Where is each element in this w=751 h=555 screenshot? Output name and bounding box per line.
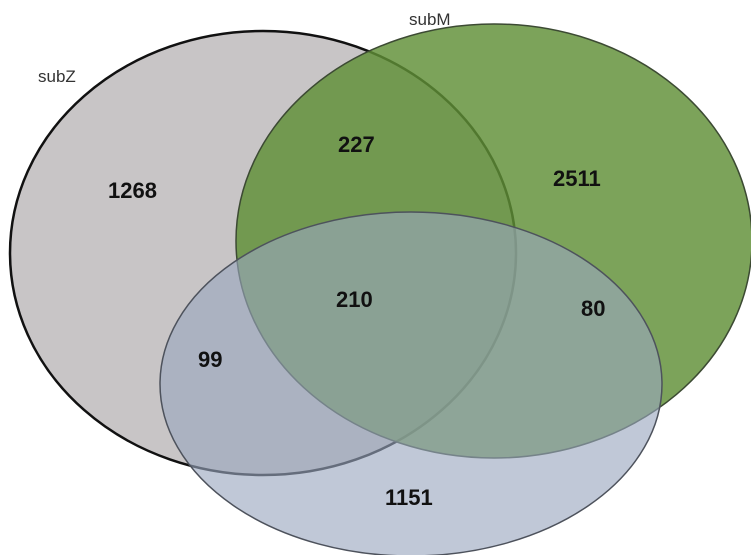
subM-third-count: 80 [581,296,605,321]
subZ-third-count: 99 [198,347,222,372]
subZ-subM-count: 227 [338,132,375,157]
subM-label: subM [409,10,451,29]
third-ellipse [159,211,663,555]
subM-only-count: 2511 [553,166,601,191]
all-three-count: 210 [336,287,373,312]
third-only-count: 1151 [385,485,433,510]
subZ-only-count: 1268 [108,178,157,203]
subZ-label: subZ [38,67,76,86]
